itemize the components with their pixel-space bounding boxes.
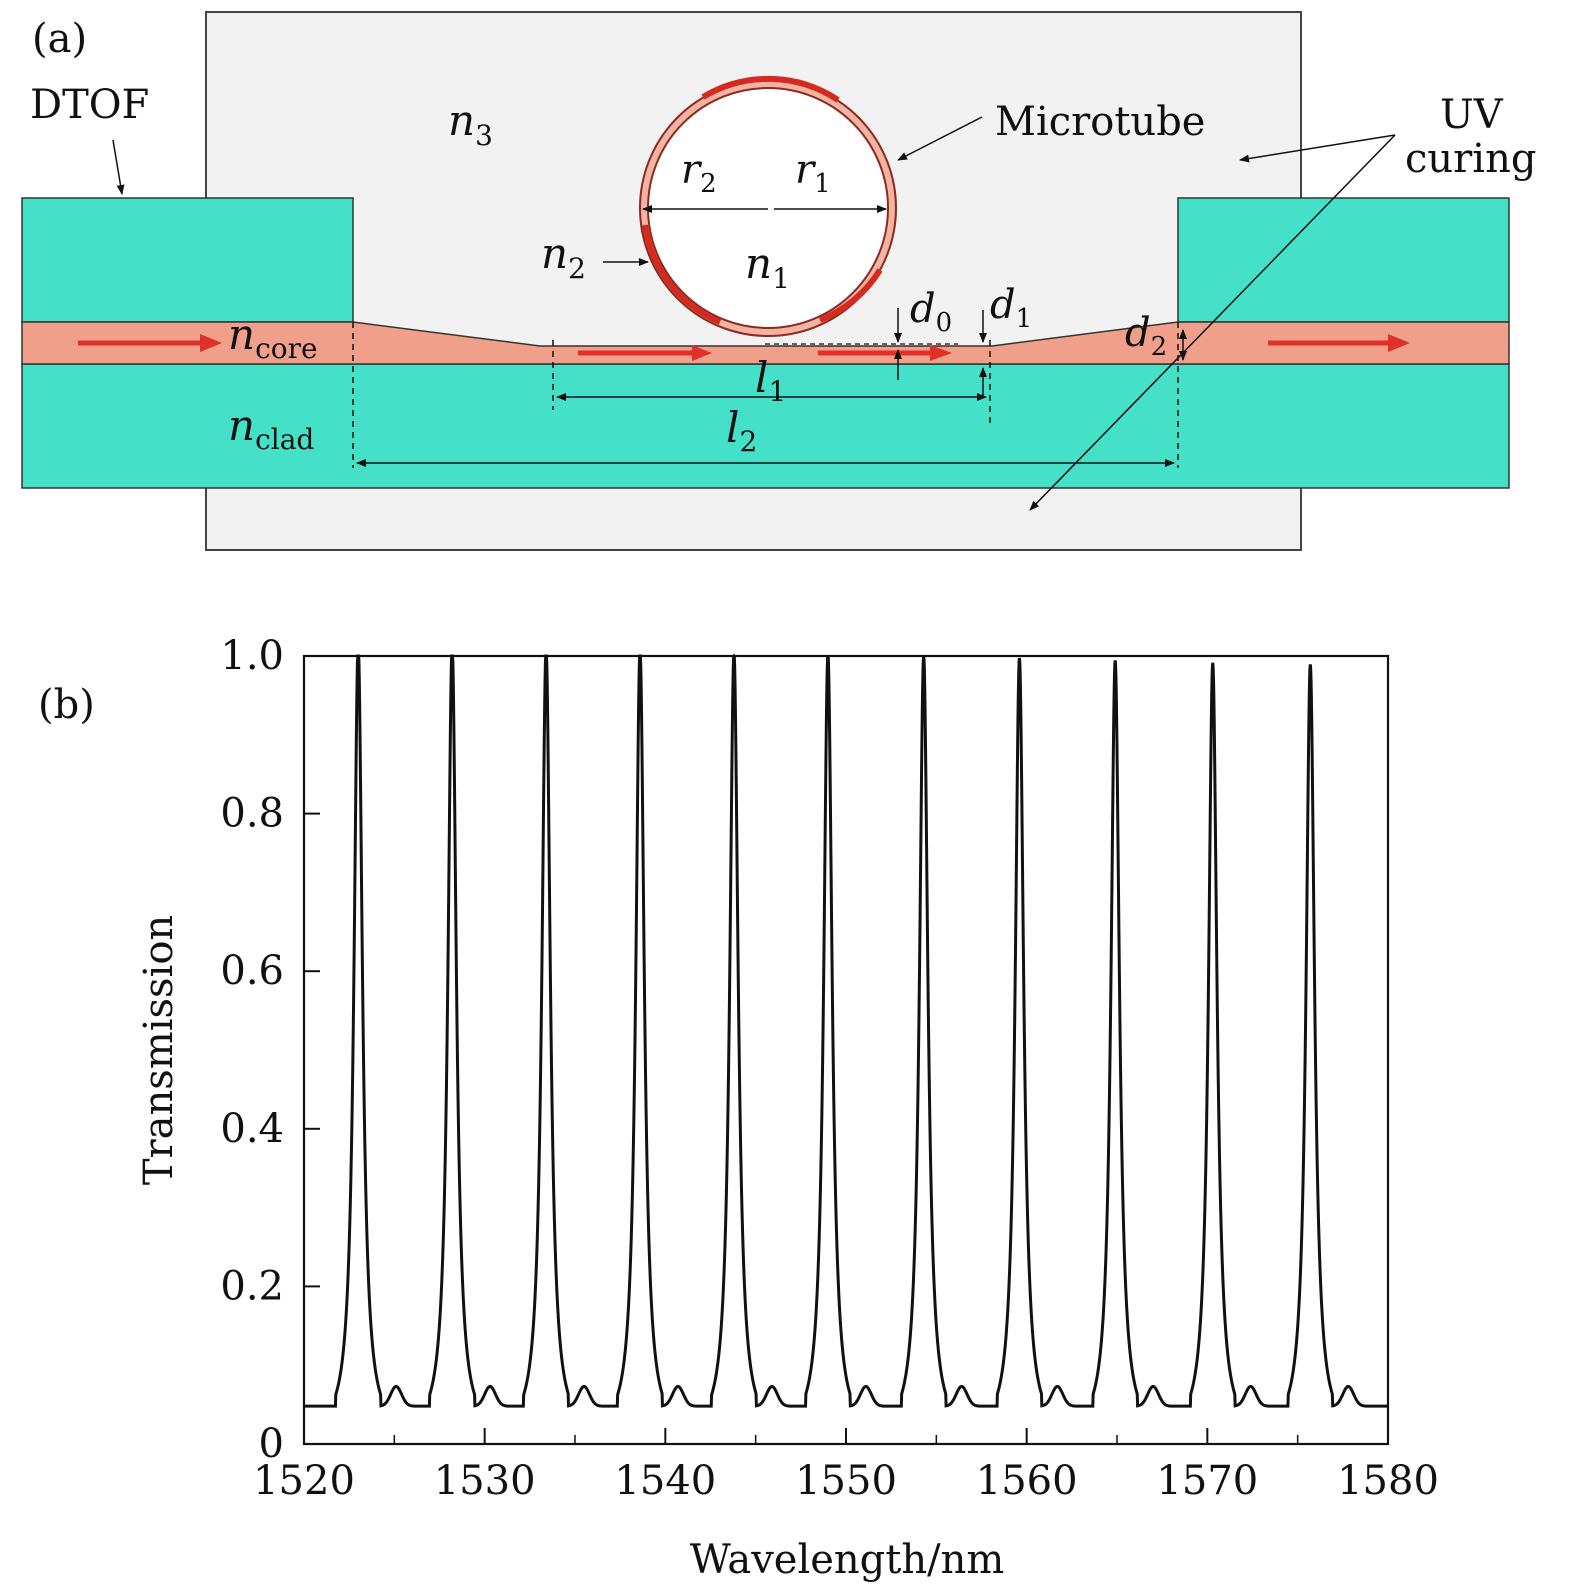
microtube-highlight-top [701, 75, 840, 103]
panel-a-diagram: (a) [21, 11, 1536, 551]
light-arrow-waist-2 [818, 345, 952, 361]
y-tick-label: 0.8 [220, 791, 284, 837]
y-axis: 0 0.2 0.4 0.6 0.8 1.0 [220, 633, 320, 1467]
n1-label: n1 [745, 239, 790, 295]
x-tick-label: 1530 [434, 1458, 536, 1504]
left-cladding-block [21, 197, 354, 323]
x-tick-label: 1560 [976, 1458, 1078, 1504]
light-arrow-input [78, 334, 222, 352]
dtof-pointer [112, 139, 125, 195]
l2-label: l2 [726, 403, 757, 458]
transmission-line [304, 653, 1388, 1408]
dtof-label: DTOF [30, 82, 149, 128]
x-axis: 1520 1530 1540 1550 1560 1570 1580 [253, 1428, 1439, 1504]
uv-pointer-lower [1029, 134, 1396, 511]
y-tick-label: 0.6 [220, 948, 284, 994]
x-tick-label: 1580 [1337, 1458, 1439, 1504]
microtube-highlight-left [642, 224, 722, 325]
r1-label: r1 [795, 147, 831, 199]
nclad-label: nclad [228, 401, 314, 456]
microtube [639, 75, 897, 337]
microtube-highlight-right [818, 268, 883, 323]
uv-label-line2: curing [1405, 136, 1536, 182]
microtube-label: Microtube [995, 99, 1205, 145]
r2-label: r2 [681, 147, 717, 199]
right-cladding-block [1177, 197, 1510, 323]
x-tick-label: 1550 [795, 1458, 897, 1504]
d1-label: d1 [990, 282, 1032, 334]
d0-label: d0 [910, 286, 952, 338]
y-tick-label: 0.4 [220, 1106, 284, 1152]
x-axis-title: Wavelength/nm [690, 1537, 1005, 1583]
panel-a-label: (a) [32, 16, 87, 62]
y-axis-title: Transmission [136, 915, 182, 1185]
x-tick-label: 1520 [253, 1458, 355, 1504]
panel-b-chart: (b) 0 0.2 0.4 0.6 0.8 1.0 1520 1530 1540 1550 156… [38, 633, 1439, 1583]
light-arrow-output [1268, 334, 1410, 352]
ncore-label: ncore [228, 310, 318, 365]
uv-pointer-upper [1239, 134, 1396, 163]
light-arrow-waist-1 [578, 345, 712, 361]
x-tick-label: 1540 [614, 1458, 716, 1504]
microtube-pointer [897, 116, 983, 161]
x-tick-label: 1570 [1156, 1458, 1258, 1504]
y-tick-label: 0.2 [220, 1263, 284, 1309]
y-tick-label: 0 [259, 1421, 284, 1467]
d2-label: d2 [1125, 310, 1167, 362]
uv-label-line1: UV [1440, 92, 1504, 138]
l1-label: l1 [755, 353, 786, 408]
y-tick-label: 1.0 [220, 633, 284, 679]
panel-b-label: (b) [38, 682, 95, 728]
transmission-series [304, 653, 1388, 1408]
n3-label: n3 [448, 96, 493, 152]
n2-label: n2 [541, 229, 586, 285]
lower-cladding [21, 363, 1510, 489]
